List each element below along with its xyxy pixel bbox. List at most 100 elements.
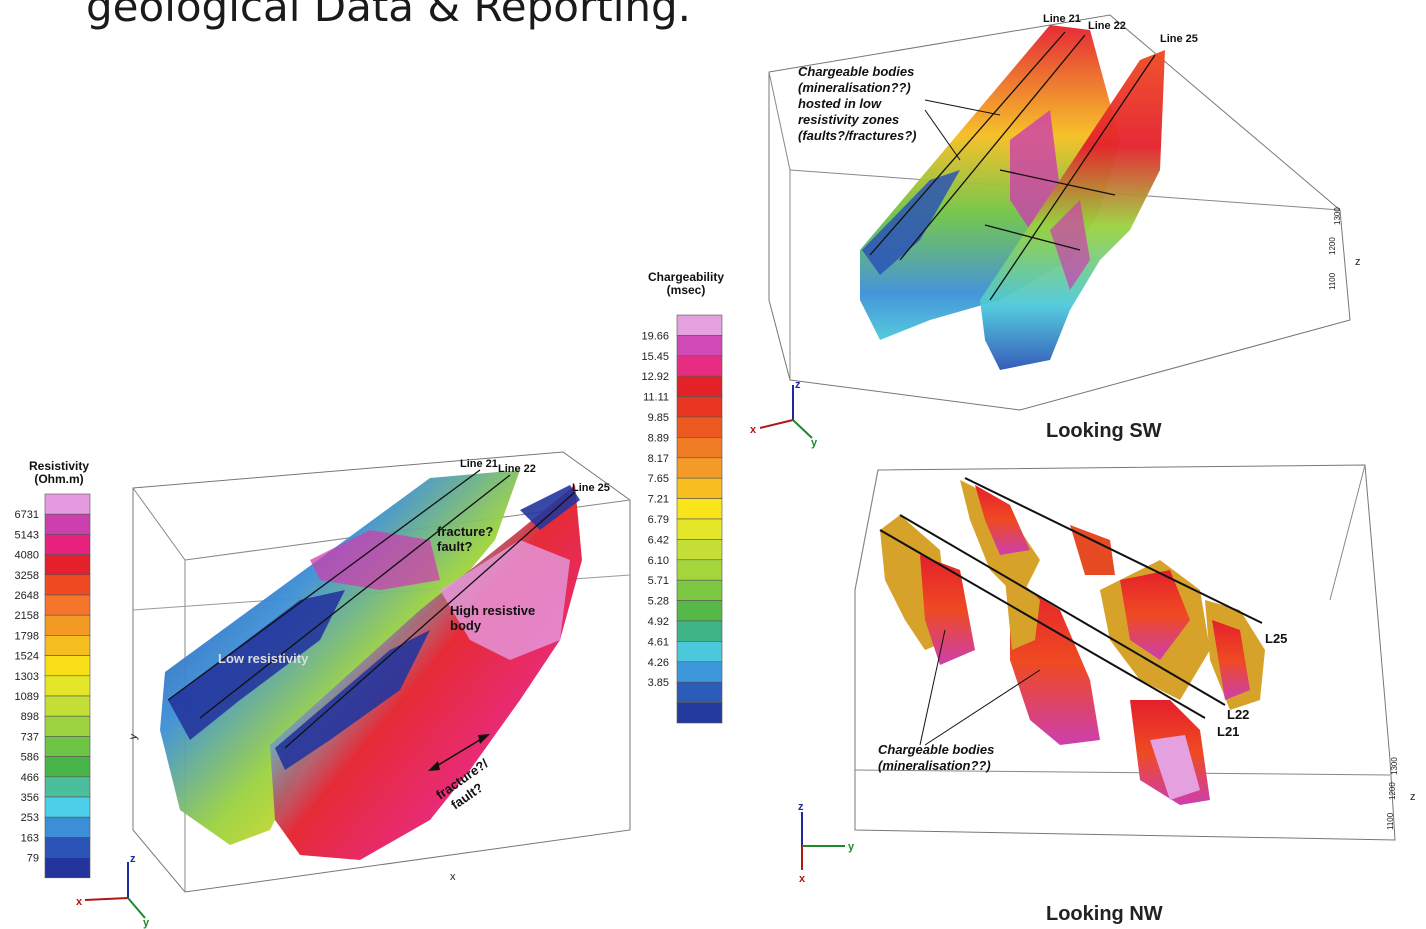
chargeability-swatch	[676, 702, 723, 724]
triad-left-y: y	[143, 917, 150, 929]
left-axis-y-label: y	[127, 733, 140, 741]
left-label-high-resistive-1: High resistive	[450, 603, 535, 618]
chargeability-title-line1: Chargeability	[647, 270, 725, 284]
resistivity-swatch	[44, 554, 91, 576]
resistivity-legend-title: Resistivity (Ohm.m)	[14, 460, 104, 486]
left-label-fracture-top: fracture?	[437, 524, 493, 539]
tr-annotation-line5: (faults?/fractures?)	[798, 128, 916, 143]
triad-tr-x: x	[750, 424, 757, 436]
resistivity-tick-label: 253	[21, 812, 39, 824]
br-body-1-core	[920, 555, 975, 665]
chargeability-swatch	[676, 620, 723, 642]
triad-left-z: z	[130, 853, 136, 865]
page-title: geological Data & Reporting.	[86, 0, 692, 31]
br-label-l21: L21	[1217, 724, 1239, 739]
br-body-2-core	[975, 485, 1030, 555]
resistivity-tick-label: 1798	[15, 630, 39, 642]
left-high-resistive-patch	[310, 530, 440, 590]
left-line22-trace	[199, 474, 511, 719]
left-box-edge	[132, 487, 186, 561]
chargeability-title-line2: (msec)	[666, 283, 706, 297]
br-box-edge	[854, 469, 879, 591]
br-annotation-line2: (mineralisation??)	[878, 758, 991, 773]
resistivity-swatch	[44, 493, 91, 515]
left-low-resistivity-zone	[168, 590, 345, 740]
chargeability-tick-label: 19.66	[641, 330, 669, 342]
chargeability-swatch	[676, 375, 723, 397]
resistivity-swatch	[44, 614, 91, 636]
left-label-low-resistivity: Low resistivity	[218, 651, 309, 666]
chargeability-swatch	[676, 457, 723, 479]
resistivity-swatch	[44, 756, 91, 778]
tr-annotation-line3: hosted in low	[798, 96, 882, 111]
left-label-line25: Line 25	[572, 482, 610, 494]
br-z-tick-3: 1300	[1390, 757, 1399, 775]
chargeability-swatch	[676, 518, 723, 540]
tr-pointer	[924, 99, 1001, 116]
resistivity-swatch	[44, 837, 91, 858]
chargeability-swatch	[676, 600, 723, 622]
resistivity-tick-label: 4080	[15, 550, 39, 562]
chargeability-tick-label: 4.92	[648, 616, 669, 628]
tr-label-line25: Line 25	[1160, 33, 1198, 45]
br-line22-trace	[899, 514, 1226, 706]
resistivity-tick-labels: 6731 5143 4080 3258 2648 2158 1798 1524 1303 1089…	[15, 509, 39, 864]
tr-pointer	[999, 169, 1116, 196]
tr-annotation-line2: (mineralisation??)	[798, 80, 911, 95]
resistivity-swatch	[44, 695, 91, 717]
axis-triad-top-right: z x y	[750, 379, 818, 449]
chargeability-tick-label: 15.45	[641, 351, 669, 363]
br-line21-trace	[879, 529, 1206, 719]
chargeability-swatch	[676, 477, 723, 499]
resistivity-tick-label: 586	[21, 752, 39, 764]
br-box-edge	[1329, 464, 1366, 601]
tr-pointer	[924, 109, 961, 161]
resistivity-tick-label: 356	[21, 792, 39, 804]
tr-line25-trace	[989, 54, 1156, 301]
br-body-5-core	[1120, 570, 1190, 660]
br-line25-trace	[964, 477, 1263, 624]
chargeability-swatch	[676, 539, 723, 561]
left-top-blue	[520, 485, 580, 530]
left-fracture-arrow	[429, 734, 489, 771]
resistivity-tick-label: 1303	[15, 671, 39, 683]
resistivity-swatch	[44, 736, 91, 757]
resistivity-tick-label: 2648	[15, 590, 39, 602]
left-3d-panel: Line 21 Line 22 Line 25 fracture? fault?…	[127, 451, 631, 893]
left-blue-strip	[275, 630, 430, 770]
chargeability-tick-label: 5.28	[648, 596, 669, 608]
resistivity-swatch	[44, 857, 91, 879]
br-box-edge	[854, 769, 1391, 776]
br-z-tick-1: 1100	[1386, 812, 1395, 830]
left-arrowhead	[478, 734, 490, 744]
resistivity-swatch	[44, 574, 91, 596]
tr-z-tick-1: 1100	[1328, 272, 1337, 290]
tr-axis-z-label: z	[1355, 256, 1361, 268]
resistivity-tick-label: 1524	[15, 651, 39, 663]
resistivity-swatch	[44, 816, 91, 838]
chargeability-swatch	[676, 335, 723, 357]
triad-br-z: z	[798, 801, 804, 813]
br-z-tick-2: 1200	[1388, 782, 1397, 800]
resistivity-swatch	[44, 776, 91, 798]
chargeability-swatch	[676, 641, 723, 663]
resistivity-title-line1: Resistivity	[28, 459, 90, 473]
chargeability-swatch	[676, 314, 723, 336]
axis-triad-bottom-right: z y x	[798, 801, 855, 885]
tr-line22-trace	[899, 34, 1086, 261]
br-annotation-line1: Chargeable bodies	[878, 742, 994, 757]
triad-br-x: x	[799, 873, 806, 885]
chargeability-swatch	[676, 661, 723, 683]
triad-tr-z: z	[795, 379, 801, 391]
br-label-l22: L22	[1227, 707, 1249, 722]
resistivity-title-line2: (Ohm.m)	[34, 472, 84, 486]
tr-line21-trace	[869, 31, 1066, 256]
chargeability-tick-label: 4.61	[648, 636, 669, 648]
chargeability-swatch	[676, 559, 723, 581]
chargeability-tick-label: 8.89	[648, 432, 669, 444]
br-pointer	[924, 669, 1041, 746]
left-label-fault-top: fault?	[437, 539, 472, 554]
view-label-looking-sw: Looking SW	[1046, 420, 1162, 442]
left-label-high-resistive-2: body	[450, 618, 482, 633]
